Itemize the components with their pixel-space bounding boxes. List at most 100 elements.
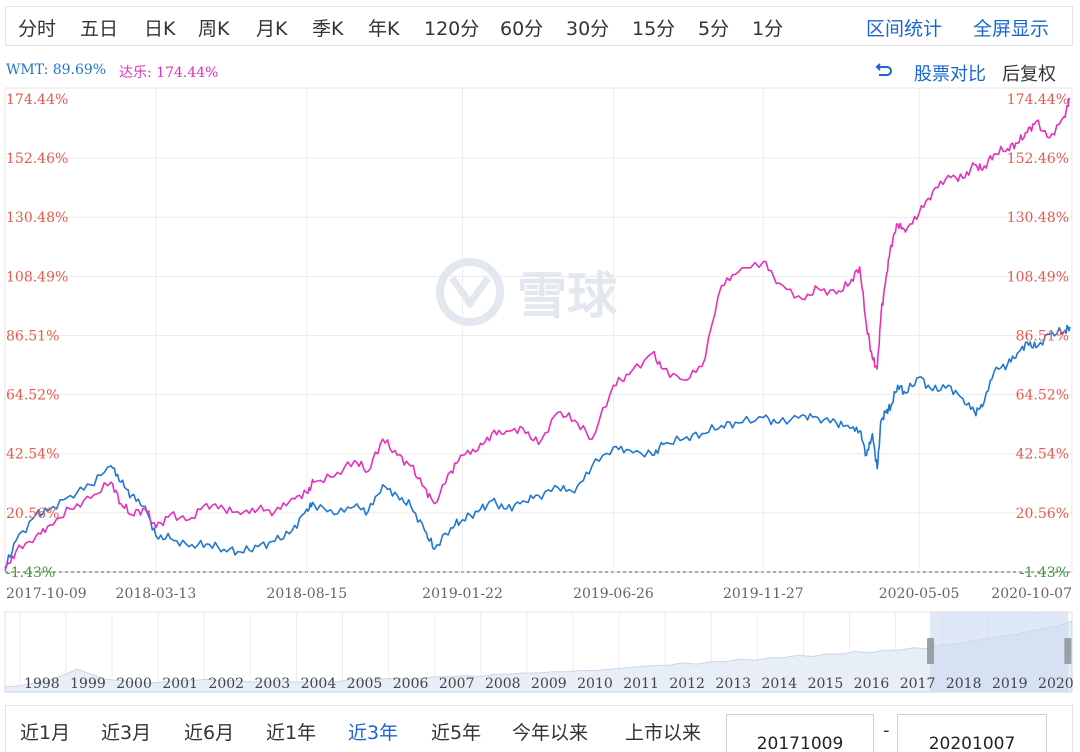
chart-grid	[4, 87, 1073, 573]
navigator-year-label: 2018	[946, 676, 982, 692]
y-tick-label-right: -1.43%	[1020, 565, 1069, 581]
stock-compare-link[interactable]: 股票对比	[914, 64, 986, 85]
interval-stats-link[interactable]: 区间统计	[866, 18, 943, 40]
y-tick-label-left: 42.54%	[6, 447, 59, 463]
date-separator: -	[883, 720, 890, 741]
navigator-year-label: 2008	[485, 676, 521, 692]
fullscreen-link[interactable]: 全屏显示	[973, 18, 1050, 40]
navigator-year-label: 2005	[347, 676, 383, 692]
period-5min[interactable]: 5分	[698, 18, 730, 40]
y-tick-label-right: 152.46%	[1007, 151, 1069, 167]
range-3y[interactable]: 近3年	[348, 722, 399, 744]
y-tick-label-right: 64.52%	[1016, 388, 1069, 404]
period-120min[interactable]: 120分	[424, 18, 480, 40]
series-layer	[4, 97, 1071, 572]
y-tick-label-left: 108.49%	[6, 269, 68, 285]
range-ytd[interactable]: 今年以来	[512, 722, 589, 744]
range-since-listing[interactable]: 上市以来	[625, 722, 702, 744]
series-line-dollar	[4, 97, 1071, 572]
series-line-wmt	[4, 324, 1071, 569]
period-year-k[interactable]: 年K	[368, 18, 400, 40]
period-5day[interactable]: 五日	[80, 18, 119, 40]
period-1min[interactable]: 1分	[752, 18, 784, 40]
y-tick-label-left: 64.52%	[6, 388, 59, 404]
x-tick-label: 2017-10-09	[6, 586, 87, 602]
legend-dollar: 达乐: 174.44%	[119, 65, 219, 81]
x-tick-label: 2019-06-26	[573, 586, 654, 602]
period-quarter-k[interactable]: 季K	[312, 18, 344, 40]
navigator-year-label: 2020	[1038, 676, 1074, 692]
range-5y[interactable]: 近5年	[431, 722, 482, 744]
navigator-area	[4, 620, 1073, 693]
x-tick-label: 2020-05-05	[879, 586, 960, 602]
watermark: 雪球	[436, 258, 618, 326]
range-toolbar: 近1月 近3月 近6月 近1年 近3年 近5年 今年以来 上市以来 201710…	[5, 705, 1073, 752]
plot-border	[4, 87, 1073, 573]
y-tick-label-right: 20.56%	[1016, 506, 1069, 522]
navigator-year-label: 2009	[531, 676, 567, 692]
y-tick-label-left: 130.48%	[6, 210, 68, 226]
navigator-year-label: 1999	[70, 676, 106, 692]
period-15min[interactable]: 15分	[632, 18, 676, 40]
navigator-year-label: 2011	[623, 676, 659, 692]
y-tick-label-left: 174.44%	[6, 92, 68, 108]
period-fenshi[interactable]: 分时	[18, 18, 57, 40]
x-tick-label: 2020-10-07	[991, 586, 1072, 602]
period-month-k[interactable]: 月K	[256, 18, 288, 40]
navigator-year-label: 2019	[992, 676, 1028, 692]
range-1y[interactable]: 近1年	[266, 722, 317, 744]
navigator-year-label: 2017	[900, 676, 936, 692]
x-tick-label: 2019-01-22	[422, 586, 503, 602]
period-60min[interactable]: 60分	[500, 18, 544, 40]
adjust-toggle[interactable]: 后复权	[1002, 64, 1056, 85]
return-icon[interactable]	[872, 60, 896, 80]
range-3m[interactable]: 近3月	[101, 722, 152, 744]
navigator-year-label: 2007	[439, 676, 475, 692]
watermark-text: 雪球	[517, 267, 618, 325]
period-week-k[interactable]: 周K	[198, 18, 230, 40]
period-30min[interactable]: 30分	[566, 18, 610, 40]
navigator-layer: 1998 1999 2000 2001 2002 2003 2004 2005 2006 2007…	[4, 611, 1074, 693]
navigator-year-label: 2003	[255, 676, 291, 692]
navigator-year-label: 1998	[24, 676, 60, 692]
range-1m[interactable]: 近1月	[20, 722, 71, 744]
y-tick-label-left: -1.43%	[6, 565, 55, 581]
y-tick-label-left: 86.51%	[6, 328, 59, 344]
period-toolbar: 分时 五日 日K 周K 月K 季K 年K 120分 60分 30分 15分 5分…	[5, 6, 1073, 46]
period-day-k[interactable]: 日K	[144, 18, 176, 40]
navigator-year-label: 2001	[162, 676, 198, 692]
xueqiu-logo-icon	[436, 258, 504, 326]
navigator-selection[interactable]	[930, 612, 1069, 692]
navigator-year-label: 2013	[715, 676, 751, 692]
x-tick-label: 2019-11-27	[723, 586, 804, 602]
navigator-year-label: 2006	[393, 676, 429, 692]
y-tick-label-right: 174.44%	[1007, 92, 1069, 108]
x-axis: 2017-10-09 2018-03-13 2018-08-15 2019-01-22…	[6, 586, 1072, 602]
y-tick-label-right: 42.54%	[1016, 447, 1069, 463]
y-tick-label-right: 86.51%	[1016, 328, 1069, 344]
navigator-year-label: 2014	[762, 676, 798, 692]
navigator[interactable]: 1998 1999 2000 2001 2002 2003 2004 2005 2006 2007…	[0, 608, 1080, 698]
start-date-input[interactable]: 20171009	[726, 714, 874, 752]
navigator-year-label: 2002	[208, 676, 244, 692]
navigator-year-label: 2004	[301, 676, 337, 692]
navigator-handle-left[interactable]	[927, 638, 935, 664]
navigator-handle-right[interactable]	[1064, 638, 1072, 664]
main-chart: 雪球 174.44% 152.46% 130.48% 108.49% 86.51% 64.…	[4, 87, 1073, 602]
navigator-year-label: 2016	[854, 676, 890, 692]
end-date-input[interactable]: 20201007	[897, 714, 1047, 752]
navigator-year-label: 2000	[116, 676, 152, 692]
navigator-year-label: 2015	[808, 676, 844, 692]
y-tick-label-left: 152.46%	[6, 151, 68, 167]
legend-wmt: WMT: 89.69%	[6, 62, 107, 78]
y-tick-label-right: 130.48%	[1007, 210, 1069, 226]
y-axis-left: 174.44% 152.46% 130.48% 108.49% 86.51% 64.52%…	[6, 92, 68, 581]
navigator-year-label: 2010	[577, 676, 613, 692]
navigator-year-label: 2012	[669, 676, 705, 692]
y-tick-label-left: 20.56%	[6, 506, 59, 522]
y-tick-label-right: 108.49%	[1007, 269, 1069, 285]
range-6m[interactable]: 近6月	[184, 722, 235, 744]
x-tick-label: 2018-08-15	[266, 586, 347, 602]
y-axis-right: 174.44% 152.46% 130.48% 108.49% 86.51% 64.52%…	[1007, 92, 1069, 581]
x-tick-label: 2018-03-13	[116, 586, 197, 602]
